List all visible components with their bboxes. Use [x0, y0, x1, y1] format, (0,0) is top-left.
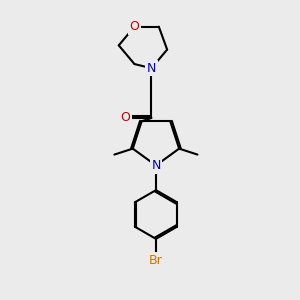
Text: O: O	[121, 111, 130, 124]
Text: N: N	[147, 62, 156, 75]
Text: O: O	[130, 20, 140, 33]
Text: N: N	[151, 159, 160, 172]
Text: Br: Br	[149, 254, 163, 267]
